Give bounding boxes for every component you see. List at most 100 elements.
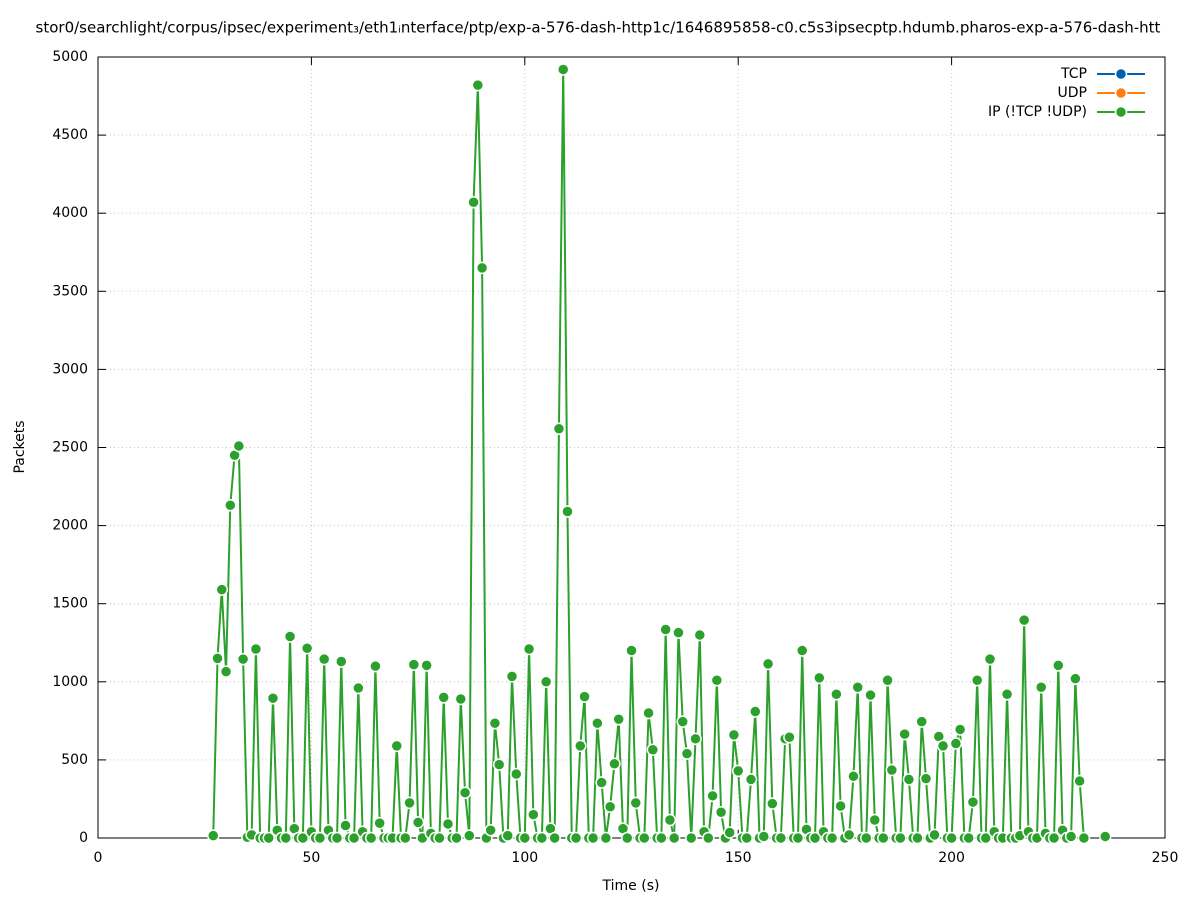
data-point (578, 690, 591, 703)
data-point (249, 642, 263, 656)
data-point (262, 831, 275, 845)
data-point (663, 813, 677, 827)
data-point (266, 691, 280, 705)
data-point (556, 63, 570, 76)
data-point (471, 78, 485, 92)
y-tick-label: 4000 (52, 205, 88, 221)
data-point (731, 764, 745, 778)
data-point (552, 422, 566, 436)
data-point (766, 797, 779, 810)
data-point (352, 681, 365, 695)
data-point (224, 499, 237, 512)
data-point (522, 642, 536, 656)
data-point (364, 831, 378, 845)
x-tick-label: 50 (302, 850, 320, 866)
data-point (791, 831, 805, 845)
data-point (685, 831, 698, 845)
data-point (339, 819, 352, 832)
data-point (599, 831, 613, 845)
y-tick-label: 2500 (52, 440, 88, 456)
data-point (1047, 831, 1061, 845)
data-point (646, 743, 660, 756)
legend-label: UDP (1058, 85, 1087, 101)
data-point (488, 716, 502, 730)
data-point (300, 641, 314, 655)
data-point (1000, 688, 1014, 701)
data-point (689, 732, 702, 746)
y-tick-label: 5000 (52, 49, 88, 65)
data-point (629, 796, 643, 810)
data-point (232, 439, 246, 453)
data-point (317, 652, 331, 666)
data-point (894, 831, 907, 845)
data-point (330, 831, 344, 845)
data-point (659, 623, 672, 636)
x-tick-label: 150 (725, 850, 752, 866)
data-point (851, 681, 864, 694)
data-point (813, 671, 826, 685)
data-point (706, 789, 719, 803)
data-point (441, 817, 455, 831)
legend-marker (1114, 67, 1128, 81)
data-point (740, 831, 753, 845)
data-point (492, 758, 506, 771)
data-point (877, 831, 890, 845)
data-point (407, 658, 421, 671)
data-point (211, 652, 224, 665)
data-point (834, 799, 847, 813)
legend-label: TCP (1060, 66, 1087, 82)
data-point (219, 665, 233, 678)
data-point (774, 831, 788, 845)
data-point (458, 786, 472, 799)
data-point (539, 675, 553, 689)
y-tick-label: 4500 (52, 127, 88, 143)
data-point (569, 831, 583, 845)
data-point (411, 816, 425, 829)
data-point (945, 831, 958, 845)
data-point (420, 659, 433, 672)
data-point (847, 770, 860, 783)
data-point (369, 659, 382, 673)
data-point (475, 261, 489, 275)
legend-label: IP (!TCP !UDP) (988, 104, 1087, 120)
data-point (655, 831, 668, 845)
y-tick-label: 0 (79, 830, 88, 846)
y-tick-label: 3000 (52, 361, 88, 377)
data-point (373, 816, 386, 830)
data-point (505, 670, 519, 683)
data-point (279, 831, 293, 845)
data-point (335, 655, 348, 668)
data-point (1052, 659, 1065, 672)
data-point (710, 673, 724, 687)
data-point (463, 829, 476, 842)
data-point (825, 831, 839, 845)
data-point (911, 831, 924, 845)
data-point (842, 828, 856, 842)
data-point (761, 657, 775, 671)
data-point (390, 739, 404, 753)
data-point (1069, 672, 1082, 685)
data-point (714, 805, 728, 819)
data-point (535, 831, 549, 845)
data-point (881, 673, 894, 687)
data-point (830, 688, 843, 701)
data-point (859, 831, 873, 845)
data-point (966, 795, 980, 809)
data-point (548, 831, 561, 845)
data-point (928, 828, 941, 842)
data-point (808, 831, 822, 845)
data-point (399, 831, 412, 845)
x-tick-label: 0 (94, 850, 103, 866)
data-point (979, 831, 992, 845)
y-tick-label: 3500 (52, 283, 88, 299)
data-point (795, 644, 809, 657)
chart-title: stor0/searchlight/corpus/ipsec/experimen… (36, 19, 1161, 37)
data-point (612, 713, 625, 726)
data-point (680, 747, 694, 760)
data-point (693, 628, 707, 642)
data-point (723, 826, 736, 839)
data-point (236, 652, 250, 666)
data-point (983, 652, 997, 666)
y-axis-label: Packets (12, 420, 28, 473)
data-point (1073, 774, 1086, 788)
